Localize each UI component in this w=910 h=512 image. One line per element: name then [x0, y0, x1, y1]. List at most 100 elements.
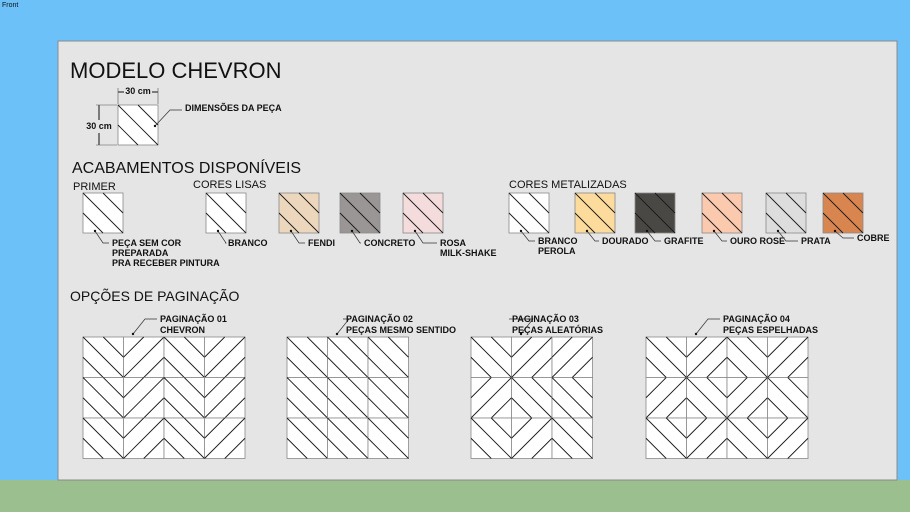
- tile-stripe-line: [785, 192, 807, 214]
- tile-stripe-line: [528, 192, 550, 214]
- pagination-grid-2[interactable]: [286, 336, 409, 459]
- grid-tile[interactable]: [470, 377, 512, 419]
- finish-swatch[interactable]: [634, 192, 676, 234]
- finish-label: GRAFITE: [664, 236, 704, 246]
- tile-stripe-line: [278, 212, 300, 234]
- grid-tile[interactable]: [767, 417, 809, 459]
- grid-tile[interactable]: [367, 377, 409, 419]
- dimension-tile[interactable]: [117, 104, 159, 146]
- grid-tile[interactable]: [327, 336, 369, 378]
- grid-tile[interactable]: [82, 377, 124, 419]
- grid-tile[interactable]: [123, 417, 165, 459]
- dimension-caption: DIMENSÕES DA PEÇA: [185, 103, 282, 113]
- tile-stripe-line: [822, 192, 864, 234]
- finish-swatch[interactable]: [508, 192, 550, 234]
- tile-stripe-line: [686, 336, 708, 358]
- grid-tile[interactable]: [686, 417, 728, 459]
- grid-tile[interactable]: [686, 336, 728, 378]
- tile-stripe-line: [327, 397, 349, 419]
- finish-label: DOURADO: [602, 236, 649, 246]
- grid-tile[interactable]: [286, 377, 328, 419]
- height-dimension: 30 cm: [86, 121, 112, 131]
- grid-tile[interactable]: [645, 417, 687, 459]
- grid-tile[interactable]: [286, 417, 328, 459]
- grid-tile[interactable]: [645, 336, 687, 378]
- leader-arrow-icon: [519, 229, 523, 233]
- tile-stripe-line: [117, 104, 159, 146]
- finish-swatch[interactable]: [765, 192, 807, 234]
- grid-tile[interactable]: [327, 417, 369, 459]
- grid-tile[interactable]: [551, 417, 593, 459]
- grid-tile[interactable]: [286, 336, 328, 378]
- pagination-grid-3[interactable]: [470, 336, 593, 459]
- finish-swatch[interactable]: [402, 192, 444, 234]
- grid-tile[interactable]: [123, 336, 165, 378]
- grid-tile[interactable]: [470, 336, 512, 378]
- leader-arrow-icon: [289, 229, 293, 233]
- grid-tile[interactable]: [204, 336, 246, 378]
- tile-stripe-line: [163, 437, 185, 459]
- grid-tile[interactable]: [645, 377, 687, 419]
- grid-tile[interactable]: [82, 417, 124, 459]
- tile-stripe-line: [746, 417, 768, 439]
- grid-tile[interactable]: [511, 377, 553, 419]
- grid-tile[interactable]: [767, 336, 809, 378]
- tile-stripe-line: [767, 397, 789, 419]
- grid-tile[interactable]: [367, 336, 409, 378]
- grid-tile[interactable]: [470, 417, 512, 459]
- finish-swatch[interactable]: [822, 192, 864, 234]
- ground: [0, 480, 910, 512]
- tile-stripe-line: [634, 192, 676, 234]
- grid-tile[interactable]: [367, 417, 409, 459]
- grid-tile[interactable]: [551, 377, 593, 419]
- finish-swatch[interactable]: [574, 192, 616, 234]
- leader-arrow-icon: [694, 332, 698, 336]
- leader-line: [154, 109, 182, 127]
- grid-tile[interactable]: [163, 417, 205, 459]
- grid-tile[interactable]: [204, 417, 246, 459]
- finish-label: PREPARADA: [112, 248, 169, 258]
- grid-tile[interactable]: [204, 377, 246, 419]
- tile-stripe-line: [327, 377, 369, 419]
- grid-tile[interactable]: [327, 377, 369, 419]
- grid-tile[interactable]: [726, 377, 768, 419]
- grid-tile[interactable]: [726, 417, 768, 459]
- grid-tile[interactable]: [123, 377, 165, 419]
- finish-swatch[interactable]: [205, 192, 247, 234]
- tile-stripe-line: [347, 336, 369, 358]
- tile-stripe-line: [367, 356, 389, 378]
- grid-tile[interactable]: [511, 417, 553, 459]
- tile-stripe-line: [706, 356, 728, 378]
- finish-label: PEROLA: [538, 246, 576, 256]
- tile-stripe-line: [767, 377, 809, 419]
- tile-stripe-line: [822, 212, 844, 234]
- tile-stripe-line: [327, 356, 349, 378]
- grid-tile[interactable]: [82, 336, 124, 378]
- width-dimension: 30 cm: [125, 86, 151, 96]
- finish-swatch[interactable]: [82, 192, 124, 234]
- tile-stripe-line: [787, 356, 809, 378]
- tile-stripe-line: [842, 192, 864, 214]
- grid-tile[interactable]: [686, 377, 728, 419]
- leader-line: [94, 230, 109, 244]
- tile-stripe-line: [511, 397, 533, 419]
- finish-label: BRANCO: [538, 236, 578, 246]
- grid-tile[interactable]: [511, 336, 553, 378]
- grid-tile[interactable]: [163, 377, 205, 419]
- finish-swatch[interactable]: [278, 192, 320, 234]
- pagination-grid-4[interactable]: [645, 336, 809, 459]
- group-title-cores-lisas: CORES LISAS: [193, 179, 266, 191]
- pagination-grid-1[interactable]: [82, 336, 246, 459]
- grid-tile[interactable]: [163, 336, 205, 378]
- grid-tile[interactable]: [767, 377, 809, 419]
- finish-swatch[interactable]: [701, 192, 743, 234]
- finish-label: FENDI: [308, 238, 335, 248]
- tile-stripe-line: [511, 377, 553, 419]
- leader-line: [695, 318, 720, 335]
- finish-swatch[interactable]: [339, 192, 381, 234]
- leader-line: [217, 230, 227, 244]
- tile-stripe-line: [286, 437, 308, 459]
- grid-tile[interactable]: [551, 336, 593, 378]
- grid-tile[interactable]: [726, 336, 768, 378]
